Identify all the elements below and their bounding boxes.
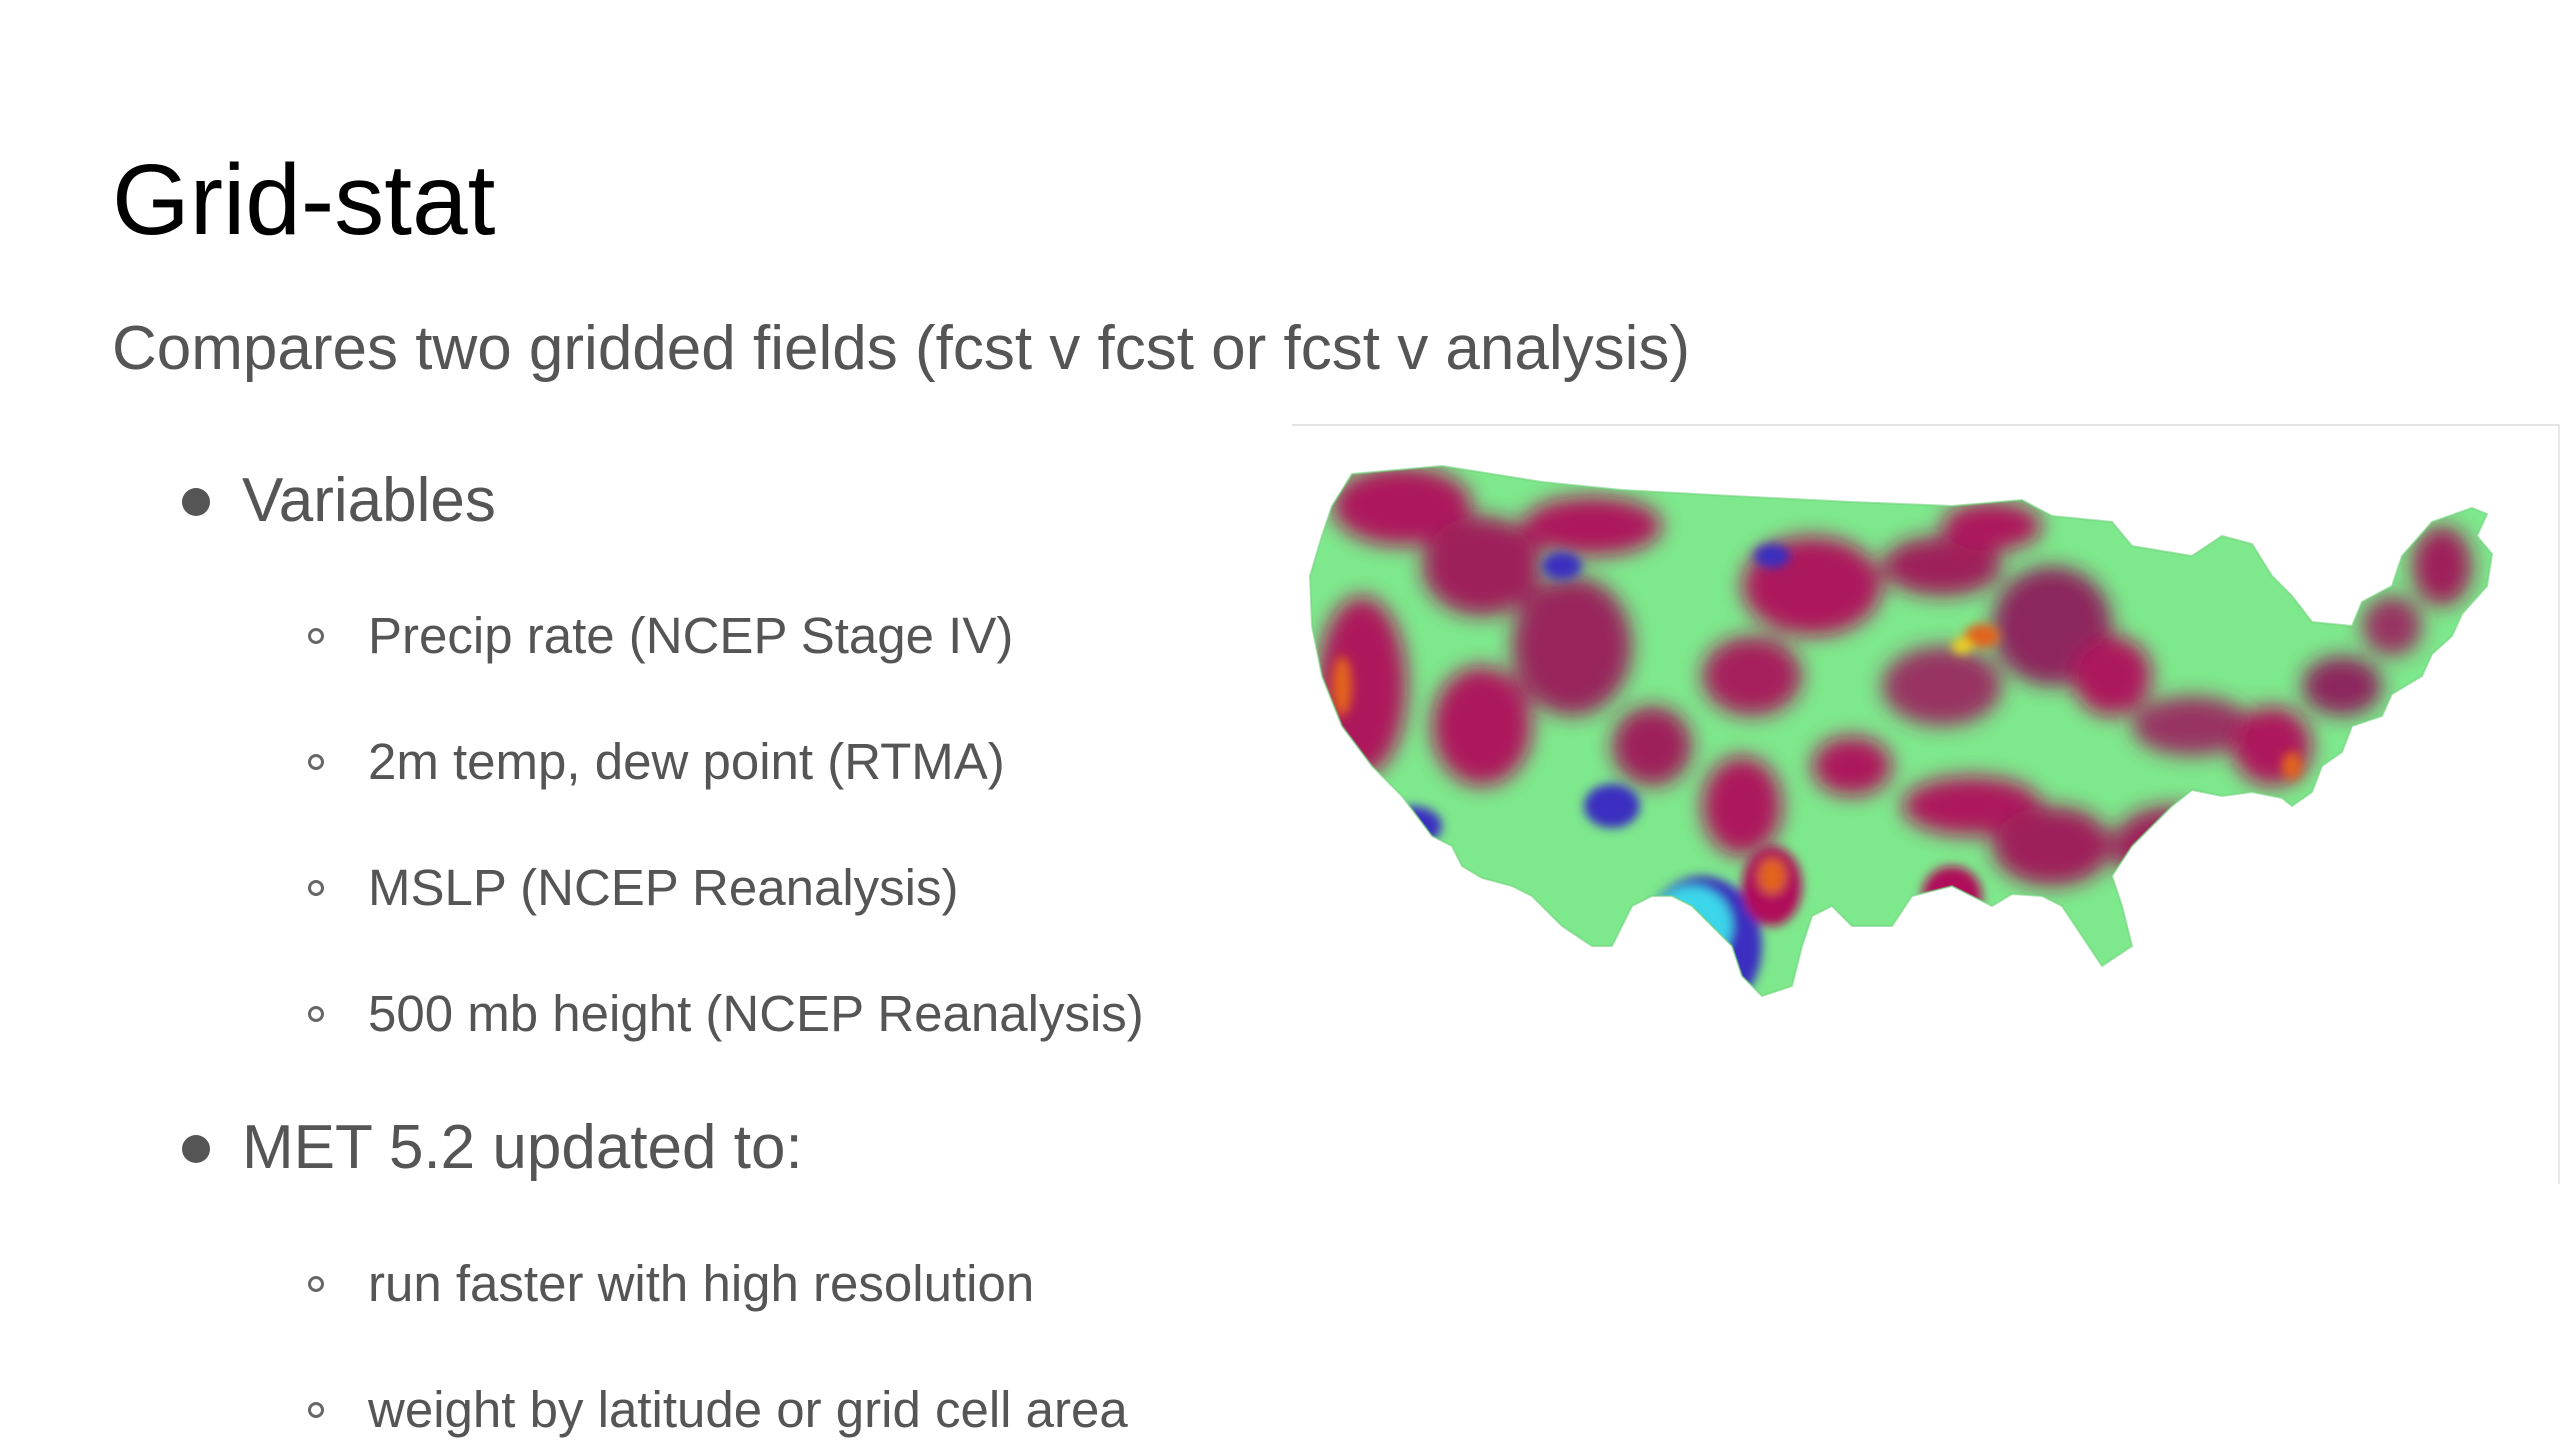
sub-bullet-weight: weight by latitude or grid cell area: [368, 1381, 1128, 1438]
sub-bullet-ring: [308, 1402, 324, 1418]
bullet-met52: MET 5.2 updated to:: [242, 1113, 803, 1182]
sub-bullet-500mb: 500 mb height (NCEP Reanalysis): [368, 985, 1144, 1042]
sub-bullet-faster: run faster with high resolution: [368, 1255, 1035, 1312]
slide-subtitle: Compares two gridded fields (fcst v fcst…: [112, 314, 1691, 383]
bullet-list: Variables Precip rate (NCEP Stage IV) 2m…: [0, 0, 1260, 1440]
sub-bullet-precip: Precip rate (NCEP Stage IV): [368, 607, 1014, 664]
sub-bullet-ring: [308, 1276, 324, 1292]
bullet-dot: [182, 1135, 210, 1163]
bullet-dot: [182, 488, 210, 516]
sub-bullet-mslp: MSLP (NCEP Reanalysis): [368, 859, 959, 916]
sub-bullet-ring: [308, 754, 324, 770]
sub-bullet-temp: 2m temp, dew point (RTMA): [368, 733, 1005, 790]
sub-bullet-ring: [308, 1006, 324, 1022]
sub-bullet-ring: [308, 628, 324, 644]
bullet-variables: Variables: [242, 466, 496, 535]
conus-field-map: [1292, 424, 2560, 1184]
sub-bullet-ring: [308, 880, 324, 896]
conus-map-icon: [1308, 464, 2494, 998]
slide-title: Grid-stat: [112, 144, 496, 256]
